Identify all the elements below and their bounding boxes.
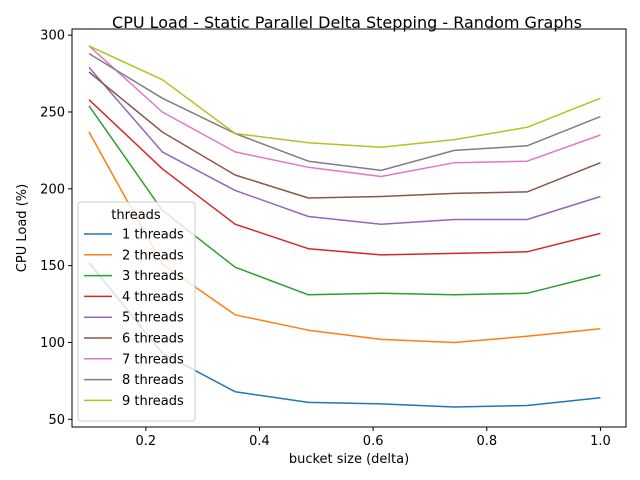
series-line-6	[88, 71, 601, 199]
legend: threads 1 threads 2 threads 3 threads 4 thr…	[77, 201, 196, 422]
y-axis-label: CPU Load (%)	[15, 184, 30, 272]
series-line-7	[88, 45, 601, 178]
series-line-9	[88, 45, 601, 149]
series-line-5	[88, 66, 601, 225]
chart-title: CPU Load - Static Parallel Delta Steppin…	[112, 13, 582, 32]
x-tick-label: 0.4	[249, 434, 270, 449]
x-tick-label: 0.2	[136, 434, 157, 449]
plot-frame	[71, 28, 627, 428]
legend-title: threads	[111, 208, 161, 223]
legend-entries: 1 threads 2 threads 3 threads 4 threads 5 th…	[84, 228, 184, 409]
legend-label-2: 2 threads	[122, 248, 184, 263]
x-axis: 0.2 0.4 0.6 0.8 1.0	[136, 427, 611, 449]
y-tick-label: 200	[40, 182, 65, 197]
y-tick-label: 100	[40, 336, 65, 351]
legend-label-1: 1 threads	[122, 228, 184, 243]
y-tick-label: 250	[40, 105, 65, 120]
legend-label-4: 4 threads	[122, 290, 184, 305]
x-axis-label: bucket size (delta)	[289, 452, 409, 467]
series-line-8	[88, 52, 601, 172]
legend-label-8: 8 threads	[122, 373, 184, 388]
x-tick-label: 0.8	[476, 434, 497, 449]
x-tick-label: 0.6	[363, 434, 384, 449]
x-tick-label: 1.0	[590, 434, 611, 449]
y-tick-label: 50	[48, 413, 65, 428]
legend-box	[77, 201, 196, 422]
legend-label-6: 6 threads	[122, 332, 184, 347]
y-tick-label: 150	[40, 259, 65, 274]
series-line-4	[88, 99, 601, 256]
legend-label-5: 5 threads	[122, 311, 184, 326]
y-axis: 50 100 150 200 250 300	[40, 29, 72, 428]
legend-label-3: 3 threads	[122, 269, 184, 284]
legend-label-9: 9 threads	[122, 394, 184, 409]
legend-label-7: 7 threads	[122, 352, 184, 367]
plot-lines	[88, 45, 601, 408]
y-tick-label: 300	[40, 29, 65, 44]
